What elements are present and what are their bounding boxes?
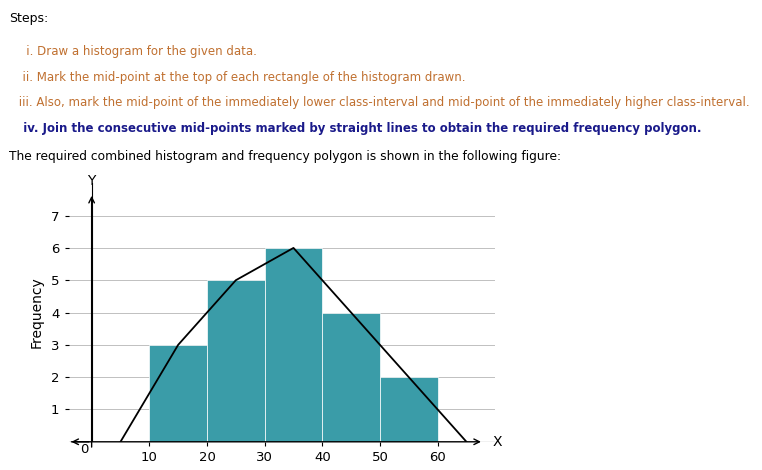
Text: iv. Join the consecutive mid-points marked by straight lines to obtain the requi: iv. Join the consecutive mid-points mark… [15,122,702,135]
Y-axis label: Frequency: Frequency [30,277,44,348]
Text: X: X [492,435,502,449]
Bar [264,248,322,442]
Text: The required combined histogram and frequency polygon is shown in the following : The required combined histogram and freq… [9,150,561,164]
Text: i. Draw a histogram for the given data.: i. Draw a histogram for the given data. [15,45,257,58]
Bar [149,345,207,442]
Text: ii. Mark the mid-point at the top of each rectangle of the histogram drawn.: ii. Mark the mid-point at the top of eac… [15,70,466,84]
Bar [322,313,380,442]
Text: Y: Y [88,174,96,188]
Bar [207,280,264,442]
Text: Steps:: Steps: [9,12,49,25]
Text: iii. Also, mark the mid-point of the immediately lower class-interval and mid-po: iii. Also, mark the mid-point of the imm… [15,96,750,110]
Text: 0: 0 [80,443,88,456]
Bar [380,377,437,442]
